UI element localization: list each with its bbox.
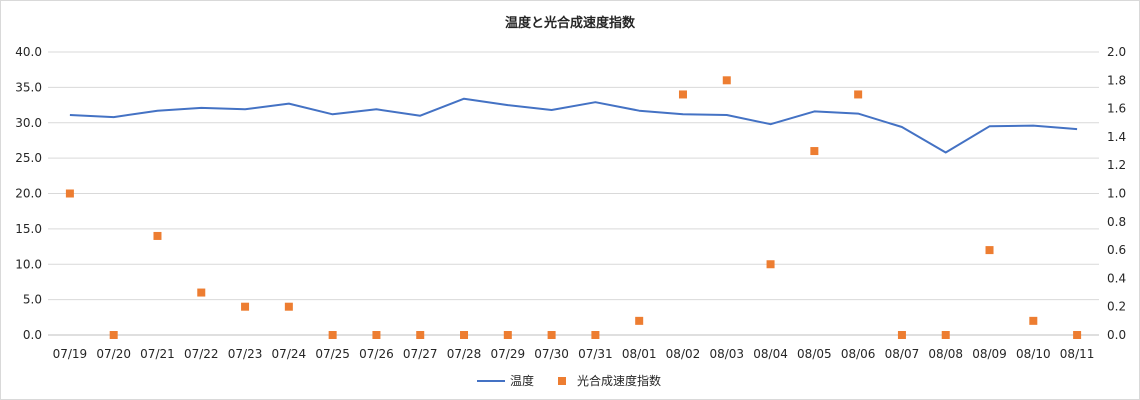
x-tick-label: 08/08 [928, 347, 963, 361]
right-tick-label: 0.4 [1107, 271, 1126, 285]
photosynthesis-point [897, 331, 906, 339]
left-axis: 0.0 5.0 10.0 15.0 20.0 25.0 30.0 35.0 40.0 [15, 45, 42, 342]
photosynthesis-point [591, 331, 600, 339]
legend-label-temperature: 温度 [510, 373, 534, 388]
x-tick-label: 07/20 [96, 347, 131, 361]
left-tick-label: 35.0 [15, 80, 42, 94]
x-tick-label: 08/07 [885, 347, 920, 361]
photosynthesis-point [197, 288, 206, 297]
right-tick-label: 0.8 [1107, 215, 1126, 229]
left-tick-label: 10.0 [15, 257, 42, 271]
chart-title: 温度と光合成速度指数 [505, 15, 636, 31]
photosynthesis-point [547, 331, 556, 339]
right-tick-label: 1.6 [1107, 102, 1126, 116]
photosynthesis-point [635, 316, 644, 325]
right-tick-label: 0.0 [1107, 328, 1126, 342]
x-tick-label: 08/09 [972, 347, 1007, 361]
photosynthesis-point [941, 331, 950, 339]
right-tick-label: 1.0 [1107, 187, 1126, 201]
right-tick-label: 1.4 [1107, 130, 1126, 144]
photosynthesis-point [109, 331, 118, 339]
left-tick-label: 40.0 [15, 45, 42, 59]
left-tick-label: 20.0 [15, 187, 42, 201]
right-axis: 0.0 0.2 0.4 0.6 0.8 1.0 1.2 1.4 1.6 1.8 2.0 [1107, 45, 1126, 342]
left-tick-label: 15.0 [15, 222, 42, 236]
photosynthesis-point [65, 189, 74, 198]
photosynthesis-point [854, 90, 863, 99]
temperature-series [69, 97, 1078, 154]
x-tick-label: 07/29 [491, 347, 526, 361]
photosynthesis-point [503, 331, 512, 339]
photosynthesis-point [416, 331, 425, 339]
left-tick-label: 5.0 [23, 293, 42, 307]
right-tick-label: 2.0 [1107, 45, 1126, 59]
photosynthesis-point [722, 76, 731, 85]
photosynthesis-point [328, 331, 337, 339]
left-tick-label: 25.0 [15, 151, 42, 165]
x-tick-label: 07/19 [53, 347, 88, 361]
x-tick-label: 08/01 [622, 347, 657, 361]
legend-label-photosynthesis: 光合成速度指数 [577, 373, 661, 388]
legend-square-marker [558, 377, 566, 385]
x-tick-label: 08/11 [1060, 347, 1095, 361]
right-tick-label: 1.8 [1107, 73, 1126, 87]
photosynthesis-point [810, 147, 819, 156]
x-tick-label: 08/02 [666, 347, 701, 361]
x-tick-label: 08/04 [753, 347, 788, 361]
photosynthesis-point [241, 302, 250, 311]
x-tick-label: 07/27 [403, 347, 438, 361]
photosynthesis-point [372, 331, 381, 339]
temperature-line [69, 97, 1078, 154]
photosynthesis-point [153, 231, 162, 240]
x-tick-label: 08/05 [797, 347, 832, 361]
x-axis: 07/19 07/20 07/21 07/22 07/23 07/24 07/25 07/26… [48, 334, 1099, 361]
photosynthesis-point [985, 246, 994, 255]
photosynthesis-series [65, 76, 1082, 339]
right-tick-label: 0.6 [1107, 243, 1126, 257]
x-tick-label: 08/03 [709, 347, 744, 361]
legend: 温度 光合成速度指数 [477, 373, 661, 388]
x-tick-label: 07/28 [447, 347, 482, 361]
x-tick-label: 07/30 [534, 347, 569, 361]
x-tick-label: 08/10 [1016, 347, 1051, 361]
photosynthesis-point [766, 260, 775, 269]
x-tick-label: 07/25 [315, 347, 350, 361]
photosynthesis-point [1029, 316, 1038, 325]
left-tick-label: 30.0 [15, 116, 42, 130]
x-tick-label: 07/22 [184, 347, 219, 361]
right-tick-label: 0.2 [1107, 300, 1126, 314]
x-tick-label: 08/06 [841, 347, 876, 361]
photosynthesis-point [284, 302, 293, 311]
photosynthesis-point [1073, 331, 1082, 339]
x-tick-label: 07/31 [578, 347, 613, 361]
photosynthesis-point [460, 331, 469, 339]
left-tick-label: 0.0 [23, 328, 42, 342]
gridlines [48, 51, 1099, 336]
right-tick-label: 1.2 [1107, 158, 1126, 172]
x-tick-label: 07/24 [272, 347, 307, 361]
x-tick-label: 07/21 [140, 347, 175, 361]
x-tick-label: 07/23 [228, 347, 263, 361]
photosynthesis-point [678, 90, 687, 99]
x-tick-label: 07/26 [359, 347, 394, 361]
